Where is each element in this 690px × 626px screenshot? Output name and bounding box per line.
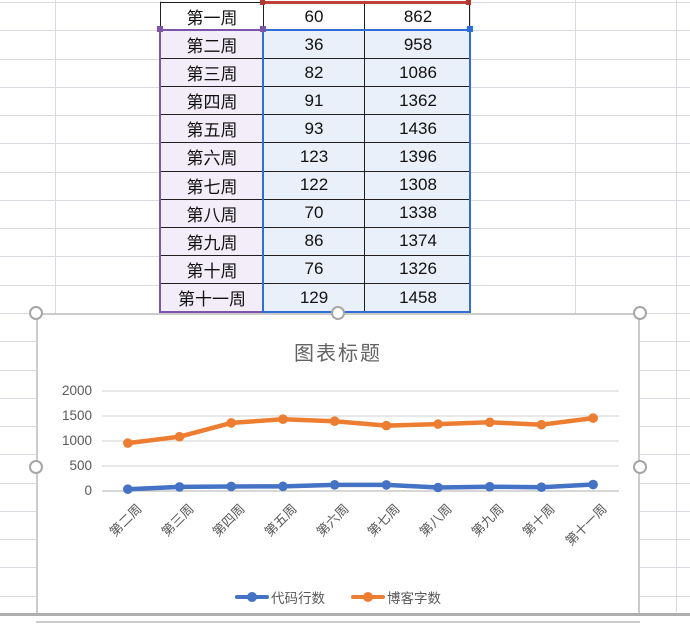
series-line-代码行数[interactable] [125,482,596,492]
data-table: 第一周 60 862 第二周 36 958 第三周 82 1086 第四周 91 1362 第五周 93 1… [160,2,471,313]
selected-range-values[interactable] [262,29,471,313]
data-point[interactable] [536,419,547,430]
data-point[interactable] [329,416,340,426]
table-cell[interactable]: 1326 [365,255,471,284]
legend-item[interactable]: 博客字数 [351,587,441,607]
table-cell[interactable]: 958 [365,31,471,60]
window-bottom-edge [0,613,690,616]
table-cell[interactable]: 第三周 [161,59,264,88]
table-cell[interactable]: 第六周 [161,143,264,172]
table-cell[interactable]: 36 [264,31,365,60]
table-cell[interactable]: 123 [264,143,365,172]
data-point[interactable] [123,484,133,494]
table-cell[interactable]: 91 [264,87,365,116]
gridline-v [55,0,56,612]
table-cell[interactable]: 129 [264,283,365,312]
table-cell[interactable]: 第七周 [161,171,264,200]
y-tick-label: 0 [84,483,92,498]
range-handle[interactable] [467,26,473,32]
range-handle[interactable] [157,26,163,32]
table-cell[interactable]: 93 [264,115,365,144]
range-handle[interactable] [260,26,266,32]
data-point[interactable] [226,481,237,492]
y-tick-label: 1000 [61,433,92,448]
y-tick-label: 1500 [61,408,92,423]
table-cell[interactable]: 122 [264,171,365,200]
chart-legend[interactable]: 代码行数 博客字数 [38,587,638,607]
table-cell[interactable]: 1458 [365,283,471,312]
data-point[interactable] [484,481,495,492]
legend-label: 代码行数 [271,591,325,606]
table-cell[interactable]: 1436 [365,115,471,144]
range-handle[interactable] [260,0,265,5]
data-point[interactable] [484,417,495,428]
range-handle[interactable] [466,0,471,5]
table-cell[interactable]: 76 [264,255,365,284]
data-point[interactable] [433,419,443,429]
y-tick-label: 500 [69,458,92,473]
data-point[interactable] [174,431,185,442]
data-point[interactable] [278,414,288,424]
table-cell[interactable]: 第四周 [161,87,264,116]
chart-title[interactable]: 图表标题 [294,343,382,365]
selected-range-series-names-border[interactable] [263,1,470,4]
data-point[interactable] [536,482,547,492]
y-tick-label: 2000 [61,383,92,398]
legend-label: 博客字数 [387,591,441,606]
gridline-v [676,0,677,612]
table-cell[interactable]: 82 [264,59,365,88]
data-point[interactable] [588,413,598,423]
table-cell[interactable]: 第九周 [161,227,264,256]
table-cell[interactable]: 1308 [365,171,471,200]
chart-resize-handle-top-middle[interactable] [331,306,345,320]
data-point[interactable] [278,481,288,492]
table-cell[interactable]: 第一周 [161,3,264,32]
table-cell[interactable]: 第八周 [161,199,264,228]
chart-resize-handle-left-middle[interactable] [29,460,43,474]
table-cell[interactable]: 第五周 [161,115,264,144]
table-cell[interactable]: 86 [264,227,365,256]
table-cell[interactable]: 862 [365,3,471,32]
table-cell[interactable]: 70 [264,199,365,228]
legend-item[interactable]: 代码行数 [235,587,325,607]
legend-marker-icon [351,592,385,602]
table-cell[interactable]: 1396 [365,143,471,172]
table-cell[interactable]: 60 [264,3,365,32]
table-cell[interactable]: 1362 [365,87,471,116]
legend-marker-icon [235,592,269,602]
chart-resize-handle-right-middle[interactable] [633,460,647,474]
table-cell[interactable]: 1338 [365,199,471,228]
table-cell[interactable]: 1374 [365,227,471,256]
chart-resize-handle-top-left[interactable] [29,306,43,320]
data-point[interactable] [381,420,392,431]
chart-plot-area[interactable] [38,315,638,621]
selected-range-categories[interactable] [159,29,264,313]
table-cell[interactable]: 1086 [365,59,471,88]
chart-resize-handle-top-right[interactable] [633,306,647,320]
data-point[interactable] [588,479,598,490]
table-cell[interactable]: 第十周 [161,255,264,284]
data-point[interactable] [329,480,340,490]
data-point[interactable] [174,482,185,492]
data-point[interactable] [381,480,392,490]
table-cell[interactable]: 第十一周 [161,283,264,312]
table-cell[interactable]: 第二周 [161,31,264,60]
series-line-博客字数[interactable] [125,415,596,446]
line-chart[interactable]: 图表标题 第二周 第三周 第四周 第五周 第六周 第七周 第八周 第九周 第十周 第十一周 0 50… [36,313,640,623]
window-bottom-margin [0,615,690,621]
data-point[interactable] [226,418,237,428]
data-point[interactable] [433,482,443,493]
gridline-v [575,0,576,612]
data-point[interactable] [123,438,133,448]
